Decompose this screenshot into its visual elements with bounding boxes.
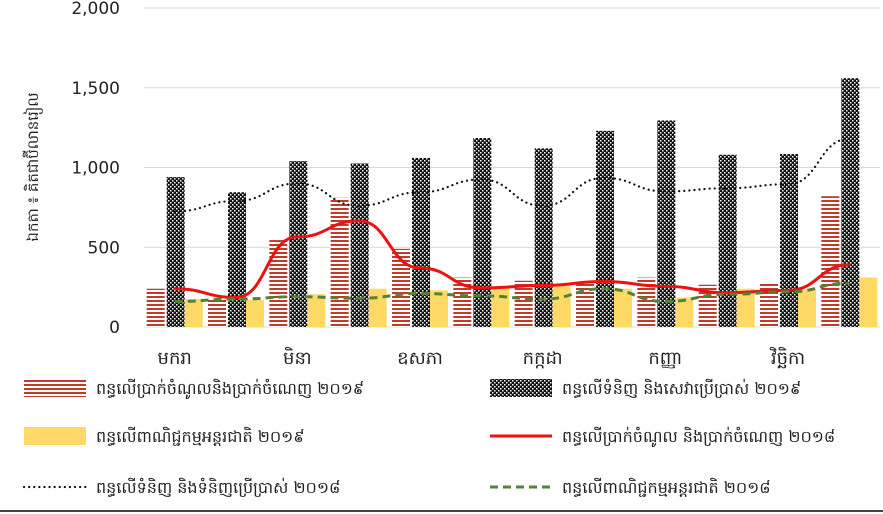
bar (228, 192, 246, 327)
y-axis-label: ឯកតា ៖ គិតជាប៊ីលានរៀល (22, 92, 43, 241)
x-tick-label: ឧសភា (397, 348, 443, 369)
bar (576, 283, 594, 327)
lines (173, 137, 851, 303)
legend-item: ពន្ធលើពាណិជ្ជកម្មអន្តរជាតិ ២០១៩ (24, 426, 305, 446)
y-tick-label: 1,500 (71, 79, 120, 99)
x-tick-label: កក្កដា (523, 348, 563, 369)
bar (289, 161, 308, 327)
legend-item: ពន្ធលើប្រាក់ចំណូលនិងប្រាក់ចំណេញ ២០១៩ (24, 378, 364, 400)
bar (798, 289, 816, 327)
legend-label: ពន្ធលើពាណិជ្ជកម្មអន្តរជាតិ ២០១៩ (96, 426, 305, 446)
bar (368, 288, 387, 327)
y-tick-label: 1,000 (71, 159, 120, 179)
gridlines (144, 7, 880, 328)
bar (675, 297, 694, 327)
bar (330, 197, 349, 327)
bar (453, 277, 472, 327)
bar (350, 163, 369, 327)
legend-item: ពន្ធលើប្រាក់ចំណូល និងប្រាក់ចំណេញ ២០១៨ (490, 426, 835, 448)
bar (473, 137, 492, 327)
y-tick-label: 0 (109, 318, 120, 338)
legend-swatch (24, 379, 86, 397)
bar (859, 277, 878, 327)
bar (780, 153, 798, 327)
legend-swatch (24, 427, 86, 445)
bars (146, 78, 878, 328)
bar (166, 177, 185, 327)
bar (596, 130, 614, 327)
bar (614, 288, 632, 327)
bar (821, 196, 840, 327)
x-tick-label: មករា (158, 348, 192, 369)
bar (552, 285, 571, 327)
legend-item: ពន្ធលើទំនិញ និងសេវាប្រើប្រាស់ ២០១៩ (490, 378, 801, 398)
legend-label: ពន្ធលើទំនិញ និងទំនិញប្រើប្រាស់ ២០១៨ (96, 477, 340, 497)
bar (208, 298, 226, 327)
legend-item: ពន្ធលើទំនិញ និងទំនិញប្រើប្រាស់ ២០១៨ (22, 477, 340, 497)
legend-label: ពន្ធលើប្រាក់ចំណូល និងប្រាក់ចំណេញ ២០១៨ (562, 426, 835, 448)
bar (146, 288, 165, 327)
legend: ពន្ធលើប្រាក់ចំណូលនិងប្រាក់ចំណេញ ២០១៩ពន្ធ… (22, 378, 835, 497)
bar (269, 240, 288, 327)
bar (430, 290, 448, 327)
bar (307, 294, 326, 327)
y-axis-ticks: 0 500 1,000 1,500 2,000 (71, 0, 120, 338)
legend-item: ពន្ធលើពាណិជ្ជកម្មអន្តរជាតិ ២០១៨ (490, 477, 771, 497)
legend-label: ពន្ធលើប្រាក់ចំណូលនិងប្រាក់ចំណេញ ២០១៩ (96, 378, 364, 400)
bar (184, 299, 203, 327)
bar (698, 284, 717, 327)
x-tick-label: កញ្ញា (648, 348, 682, 369)
legend-swatch (490, 379, 552, 397)
y-tick-label: 2,000 (71, 0, 120, 19)
x-tick-label: មិនា (283, 346, 312, 369)
bar (534, 148, 553, 327)
bar (392, 248, 410, 327)
series-line (173, 219, 851, 299)
bar (637, 277, 656, 327)
series-line (173, 137, 851, 213)
bar (246, 299, 264, 327)
y-tick-label: 500 (88, 238, 120, 258)
bar (718, 154, 737, 327)
series-line (174, 281, 850, 303)
bar (514, 280, 533, 327)
bar (736, 288, 755, 327)
legend-label: ពន្ធលើទំនិញ និងសេវាប្រើប្រាស់ ២០១៩ (562, 378, 801, 398)
bar (657, 120, 676, 327)
bar (841, 78, 860, 328)
bar (491, 286, 510, 327)
legend-label: ពន្ធលើពាណិជ្ជកម្មអន្តរជាតិ ២០១៨ (562, 477, 771, 497)
x-axis-ticks: មករា មិនា ឧសភា កក្កដា កញ្ញា វិច្ឆិកា (158, 346, 806, 369)
x-tick-label: វិច្ឆិកា (770, 346, 806, 369)
bar (412, 157, 430, 327)
